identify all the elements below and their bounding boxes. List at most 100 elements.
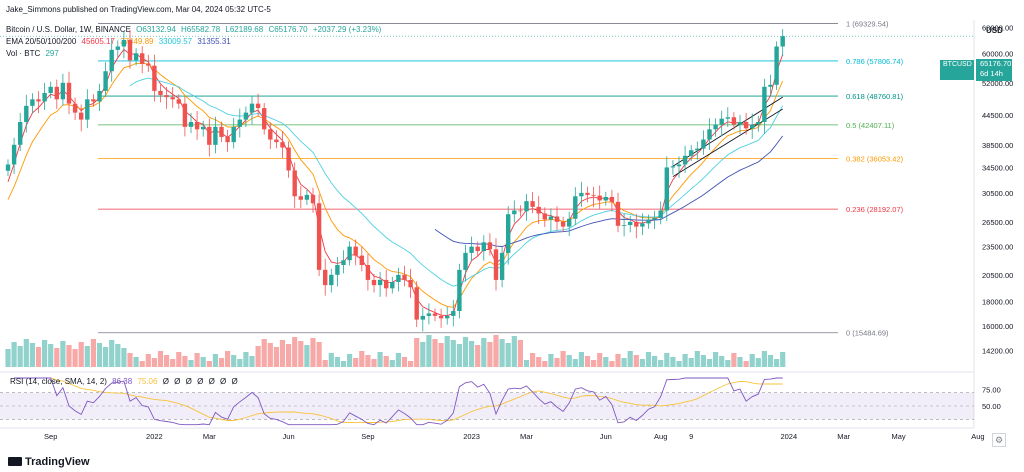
- candle-body: [774, 46, 779, 85]
- candle-body: [231, 126, 236, 143]
- volume-bar: [401, 357, 408, 367]
- volume-bar: [340, 361, 347, 367]
- price-tick-label: 52000.00: [982, 79, 1013, 88]
- brand-text: TradingView: [25, 456, 90, 468]
- rsi-empty-4: Ø: [197, 377, 204, 386]
- volume-bar: [267, 343, 273, 367]
- candle-body: [621, 225, 627, 226]
- candle-body: [530, 201, 535, 207]
- time-tick-label: Aug: [654, 432, 667, 441]
- volume-bar: [359, 351, 365, 367]
- volume-bar: [218, 358, 225, 367]
- volume-bar: [231, 355, 237, 367]
- price-tick-label: 20500.00: [982, 271, 1013, 280]
- candle-body: [591, 194, 596, 196]
- volume-bar: [371, 359, 377, 367]
- candle-body: [371, 279, 377, 286]
- volume-bar: [542, 361, 548, 367]
- rsi-empty-7: Ø: [231, 377, 238, 386]
- ema-legend[interactable]: EMA 20/50/100/200 45605.17 37449.89 3300…: [6, 37, 234, 46]
- volume-bar: [176, 352, 182, 367]
- volume-bar: [719, 356, 725, 367]
- candle-body: [11, 144, 17, 165]
- volume-bar: [328, 353, 334, 367]
- volume-bar: [145, 354, 151, 367]
- symbol-legend[interactable]: Bitcoin / U.S. Dollar, 1W, BINANCE O6313…: [6, 25, 384, 34]
- candle-body: [682, 155, 688, 165]
- rsi-tick-label: 75.00: [982, 385, 1001, 394]
- candle-body: [646, 219, 651, 224]
- candle-body: [36, 99, 41, 102]
- tradingview-logo: TradingView: [8, 456, 90, 468]
- candle-body: [48, 86, 53, 93]
- candle-body: [158, 90, 163, 96]
- price-tick-label: 60000.00: [982, 49, 1013, 58]
- candle-body: [542, 213, 547, 220]
- volume-bar: [572, 359, 578, 367]
- volume-legend[interactable]: Vol · BTC 297: [6, 49, 62, 58]
- candle-body: [152, 65, 157, 91]
- volume-bar: [273, 347, 279, 367]
- volume-bar: [621, 358, 627, 367]
- candle-body: [634, 221, 639, 227]
- volume-bar: [5, 349, 11, 367]
- candle-body: [701, 139, 706, 149]
- tradingview-icon: [8, 457, 22, 466]
- rsi-legend[interactable]: RSI (14, close, SMA, 14, 2) 86.38 75.06 …: [10, 377, 241, 386]
- volume-bar: [676, 361, 682, 367]
- volume-bar: [615, 354, 621, 367]
- candle-body: [554, 216, 560, 222]
- candle-body: [719, 118, 724, 125]
- volume-bar: [164, 355, 170, 367]
- candle-body: [72, 103, 78, 113]
- currency-label[interactable]: USD: [986, 26, 1003, 35]
- candle-body: [725, 117, 730, 119]
- candle-body: [304, 194, 310, 200]
- volume-bar: [505, 343, 511, 367]
- candle-body: [194, 122, 200, 130]
- volume-bar: [487, 342, 493, 367]
- rsi-empty-3: Ø: [185, 377, 192, 386]
- price-tick-label: 68000.00: [982, 23, 1013, 32]
- price-tick-label: 44500.00: [982, 111, 1013, 120]
- volume-bar: [633, 355, 639, 367]
- candle-body: [359, 255, 364, 266]
- volume-bar: [432, 339, 438, 367]
- volume-bar: [591, 360, 597, 367]
- volume-bar: [444, 336, 450, 367]
- settings-gear-icon[interactable]: ⚙: [992, 433, 1006, 447]
- volume-bar: [706, 359, 713, 367]
- volume-bar: [60, 341, 66, 367]
- candle-body: [377, 279, 383, 286]
- time-tick-label: 2024: [780, 432, 797, 441]
- volume-bar: [749, 354, 755, 367]
- volume-bar: [774, 359, 780, 367]
- volume-bar: [609, 361, 615, 367]
- rsi-pane: 75.00 50.00: [0, 377, 1001, 426]
- volume-bar: [90, 339, 96, 367]
- candle-body: [762, 86, 767, 123]
- volume-bar: [536, 357, 542, 367]
- candle-body: [188, 122, 194, 127]
- time-tick-label: 2022: [146, 432, 163, 441]
- volume-bar: [493, 335, 499, 367]
- price-tick-label: 30500.00: [982, 189, 1013, 198]
- last-price-value: 65176.70: [980, 59, 1012, 68]
- candle-body: [133, 53, 139, 61]
- volume-bar: [365, 355, 371, 367]
- candle-body: [182, 103, 188, 127]
- candle-body: [121, 39, 127, 47]
- candle-body: [670, 166, 676, 168]
- candle-body: [146, 63, 151, 66]
- volume-bar: [29, 343, 35, 367]
- candle-body: [255, 103, 261, 109]
- candle-body: [30, 99, 35, 106]
- volume-bar: [639, 359, 645, 367]
- candle-body: [664, 167, 669, 211]
- volume-bar: [426, 335, 432, 367]
- vol-label: Vol · BTC: [6, 49, 41, 58]
- fib-label-0.786: 0.786 (57806.74): [846, 57, 904, 66]
- volume-bar: [780, 352, 786, 367]
- volume-bar: [72, 349, 78, 367]
